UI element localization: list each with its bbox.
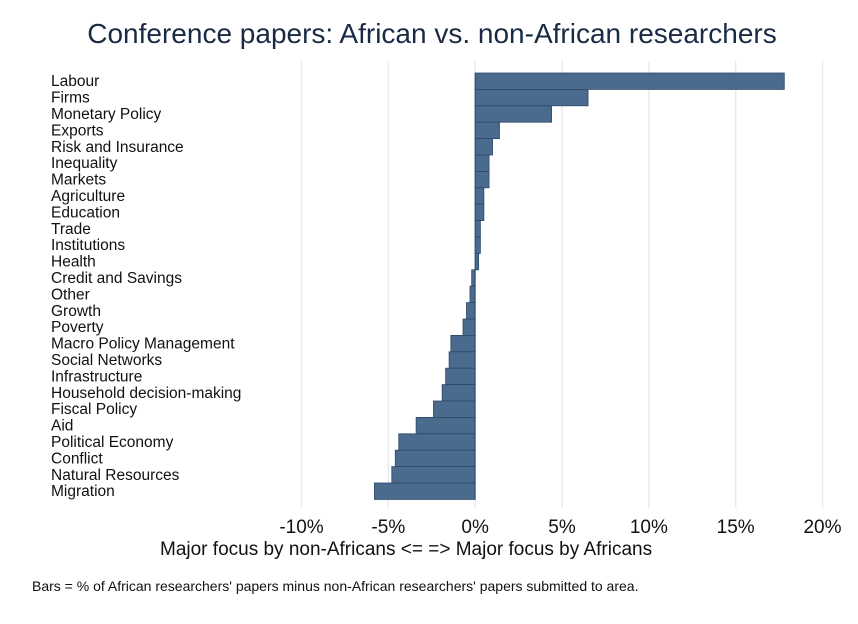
category-label: Health [51,254,96,271]
category-label: Other [51,286,90,303]
category-label: Exports [51,122,104,139]
x-tick-label: 0% [461,517,489,538]
category-label: Firms [51,90,90,107]
category-label: Aid [51,418,73,435]
category-label: Household decision-making [51,385,241,402]
bar [474,138,493,156]
bar [469,285,476,304]
bar [445,367,476,386]
bar [474,154,490,172]
bar [474,170,490,189]
category-label: Political Economy [51,434,174,451]
category-label: Education [51,204,120,221]
x-tick-labels: -10% -5% 0% 5% 10% 15% 20% [279,517,841,538]
bars [374,72,785,500]
chart-title: Conference papers: African vs. non-Afric… [87,18,777,49]
category-label: Macro Policy Management [51,336,235,353]
category-label: Infrastructure [51,368,142,385]
chart-note: Bars = % of African researchers' papers … [32,578,639,594]
bar [474,72,785,90]
x-tick-label: 20% [803,517,841,538]
category-label: Risk and Insurance [51,139,184,156]
category-label: Trade [51,221,91,238]
bar [474,89,589,107]
bar [441,384,476,402]
category-label: Inequality [51,155,118,172]
category-label: Natural Resources [51,467,180,484]
category-label: Migration [51,483,115,500]
bar [394,449,476,468]
bar [398,433,476,451]
category-label: Institutions [51,237,125,254]
bar [474,220,481,238]
x-tick-label: 10% [630,517,668,538]
bar [448,351,476,369]
bar [450,334,476,353]
category-label: Fiscal Policy [51,401,137,418]
x-tick-label: 15% [717,517,755,538]
category-label: Markets [51,172,106,189]
x-tick-label: 5% [548,517,576,538]
category-label: Growth [51,303,101,320]
category-label: Agriculture [51,188,125,205]
bar [415,416,476,435]
x-axis-label: Major focus by non-Africans <= => Major … [160,539,653,560]
category-label: Monetary Policy [51,106,162,123]
x-tick-label: -5% [371,517,405,538]
gridlines [300,61,824,508]
bar [433,400,476,418]
bar [474,121,500,139]
bar [466,302,476,320]
bar [474,203,485,221]
bar [391,466,476,484]
bar [474,236,481,254]
bar [471,269,476,287]
bar [462,318,476,336]
bar [474,105,552,123]
category-label: Credit and Savings [51,270,182,287]
bar [474,187,485,205]
bar [374,482,476,500]
category-label: Social Networks [51,352,162,369]
category-label: Poverty [51,319,104,336]
x-tick-label: -10% [279,517,323,538]
bar [474,252,480,271]
category-label: Conflict [51,450,103,467]
category-label: Labour [51,73,99,90]
